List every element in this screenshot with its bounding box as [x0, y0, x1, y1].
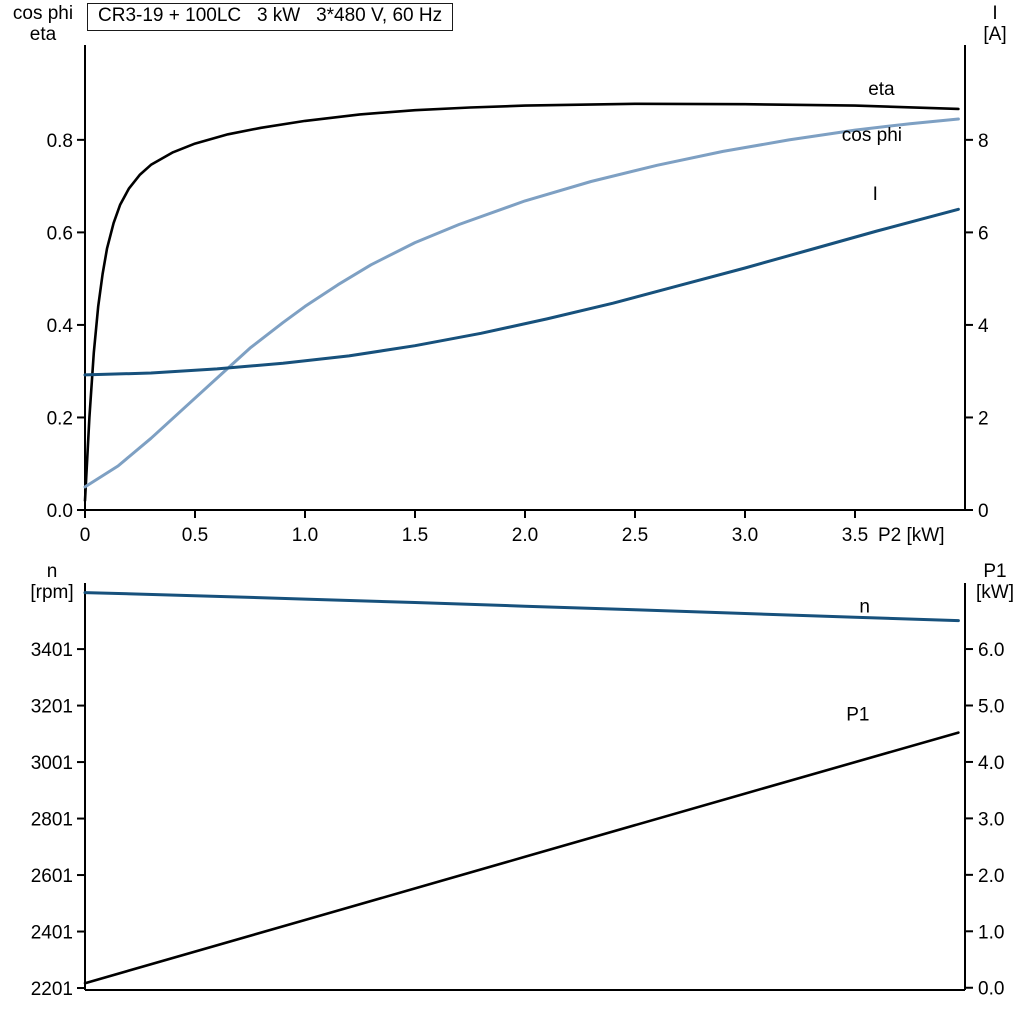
top-right-axis-label-line2: [A] — [983, 24, 1007, 45]
left-axis-tick-label: 3001 — [31, 753, 73, 774]
right-axis-tick-label: 6.0 — [978, 640, 1004, 661]
x-axis-label: P2 [kW] — [878, 525, 945, 546]
left-axis-tick-label: 3201 — [31, 697, 73, 718]
left-axis-tick-label: 2201 — [31, 979, 73, 1000]
left-axis-tick-label: 2401 — [31, 923, 73, 944]
eta-curve-label: eta — [868, 79, 895, 100]
eta-curve — [83, 102, 960, 503]
bottom-right-axis-label: P1 [kW] — [968, 561, 1022, 603]
bottom-left-axis-label-line2: [rpm] — [30, 582, 74, 603]
left-axis-tick-label: 0.6 — [47, 223, 73, 244]
left-axis-tick-label: 0.0 — [47, 501, 73, 522]
current-curve — [83, 207, 960, 377]
right-axis-tick-label: 2.0 — [978, 866, 1004, 887]
right-axis-tick-label: 5.0 — [978, 696, 1004, 717]
right-axis-tick-label: 0 — [978, 501, 989, 522]
right-axis-tick-label: 4 — [978, 316, 989, 337]
x-axis-tick-label: 3.5 — [842, 525, 868, 546]
left-axis-tick-label: 0.2 — [47, 408, 73, 429]
top-left-axis-label: cos phi eta — [2, 3, 84, 45]
x-axis-tick-label: 0 — [80, 525, 91, 546]
cos-phi-curve-label: cos phi — [842, 125, 902, 146]
right-axis-tick-label: 1.0 — [978, 922, 1004, 943]
x-axis-tick-label: 1.5 — [402, 525, 428, 546]
left-axis-tick-label: 0.8 — [47, 131, 73, 152]
x-axis-tick-label: 2.5 — [622, 525, 648, 546]
input-power-curve — [83, 731, 960, 985]
x-axis-tick-label: 3.0 — [732, 525, 758, 546]
x-axis-tick-label: 2.0 — [512, 525, 538, 546]
left-axis-tick-label: 2601 — [31, 866, 73, 887]
speed-power-chart: 3401 3201 3001 2801 2601 2401 2201 0.0 1.0 2.0 3.0… — [31, 583, 1004, 1000]
input-power-curve-label: P1 — [846, 704, 869, 725]
left-axis-tick-label: 3401 — [31, 640, 73, 661]
right-axis-tick-label: 2 — [978, 408, 989, 429]
current-curve-label: I — [873, 184, 878, 205]
right-axis-tick-label: 4.0 — [978, 753, 1004, 774]
top-right-axis-label: I [A] — [970, 3, 1020, 45]
left-axis-tick-label: 2801 — [31, 810, 73, 831]
top-left-axis-label-line1: cos phi — [12, 3, 74, 24]
right-axis-tick-label: 8 — [978, 131, 989, 152]
right-axis-tick-label: 6 — [978, 223, 989, 244]
top-left-axis-label-line2: eta — [29, 24, 57, 45]
x-axis-tick-label: 1.0 — [292, 525, 318, 546]
bottom-left-axis-label: n [rpm] — [20, 561, 84, 603]
bottom-left-axis-label-line1: n — [46, 561, 58, 582]
motor-electrical-chart: 0.0 0.2 0.4 0.6 0.8 0 2 4 6 8 0 0.5 1.0 1.5 2.0 2.5 3.0 3… — [47, 45, 989, 546]
top-right-axis-label-line1: I — [992, 3, 998, 24]
x-axis-tick-label: 0.5 — [182, 525, 208, 546]
cos-phi-curve — [83, 117, 960, 489]
bottom-right-axis-label-line2: [kW] — [976, 582, 1014, 603]
left-axis-tick-label: 0.4 — [47, 316, 74, 337]
right-axis-tick-label: 3.0 — [978, 809, 1004, 830]
speed-curve-label: n — [859, 596, 870, 617]
chart-title-box: CR3-19 + 100LC 3 kW 3*480 V, 60 Hz — [87, 3, 454, 31]
speed-curve — [83, 591, 960, 623]
right-axis-tick-label: 0.0 — [978, 979, 1004, 1000]
bottom-right-axis-label-line1: P1 — [983, 561, 1007, 582]
